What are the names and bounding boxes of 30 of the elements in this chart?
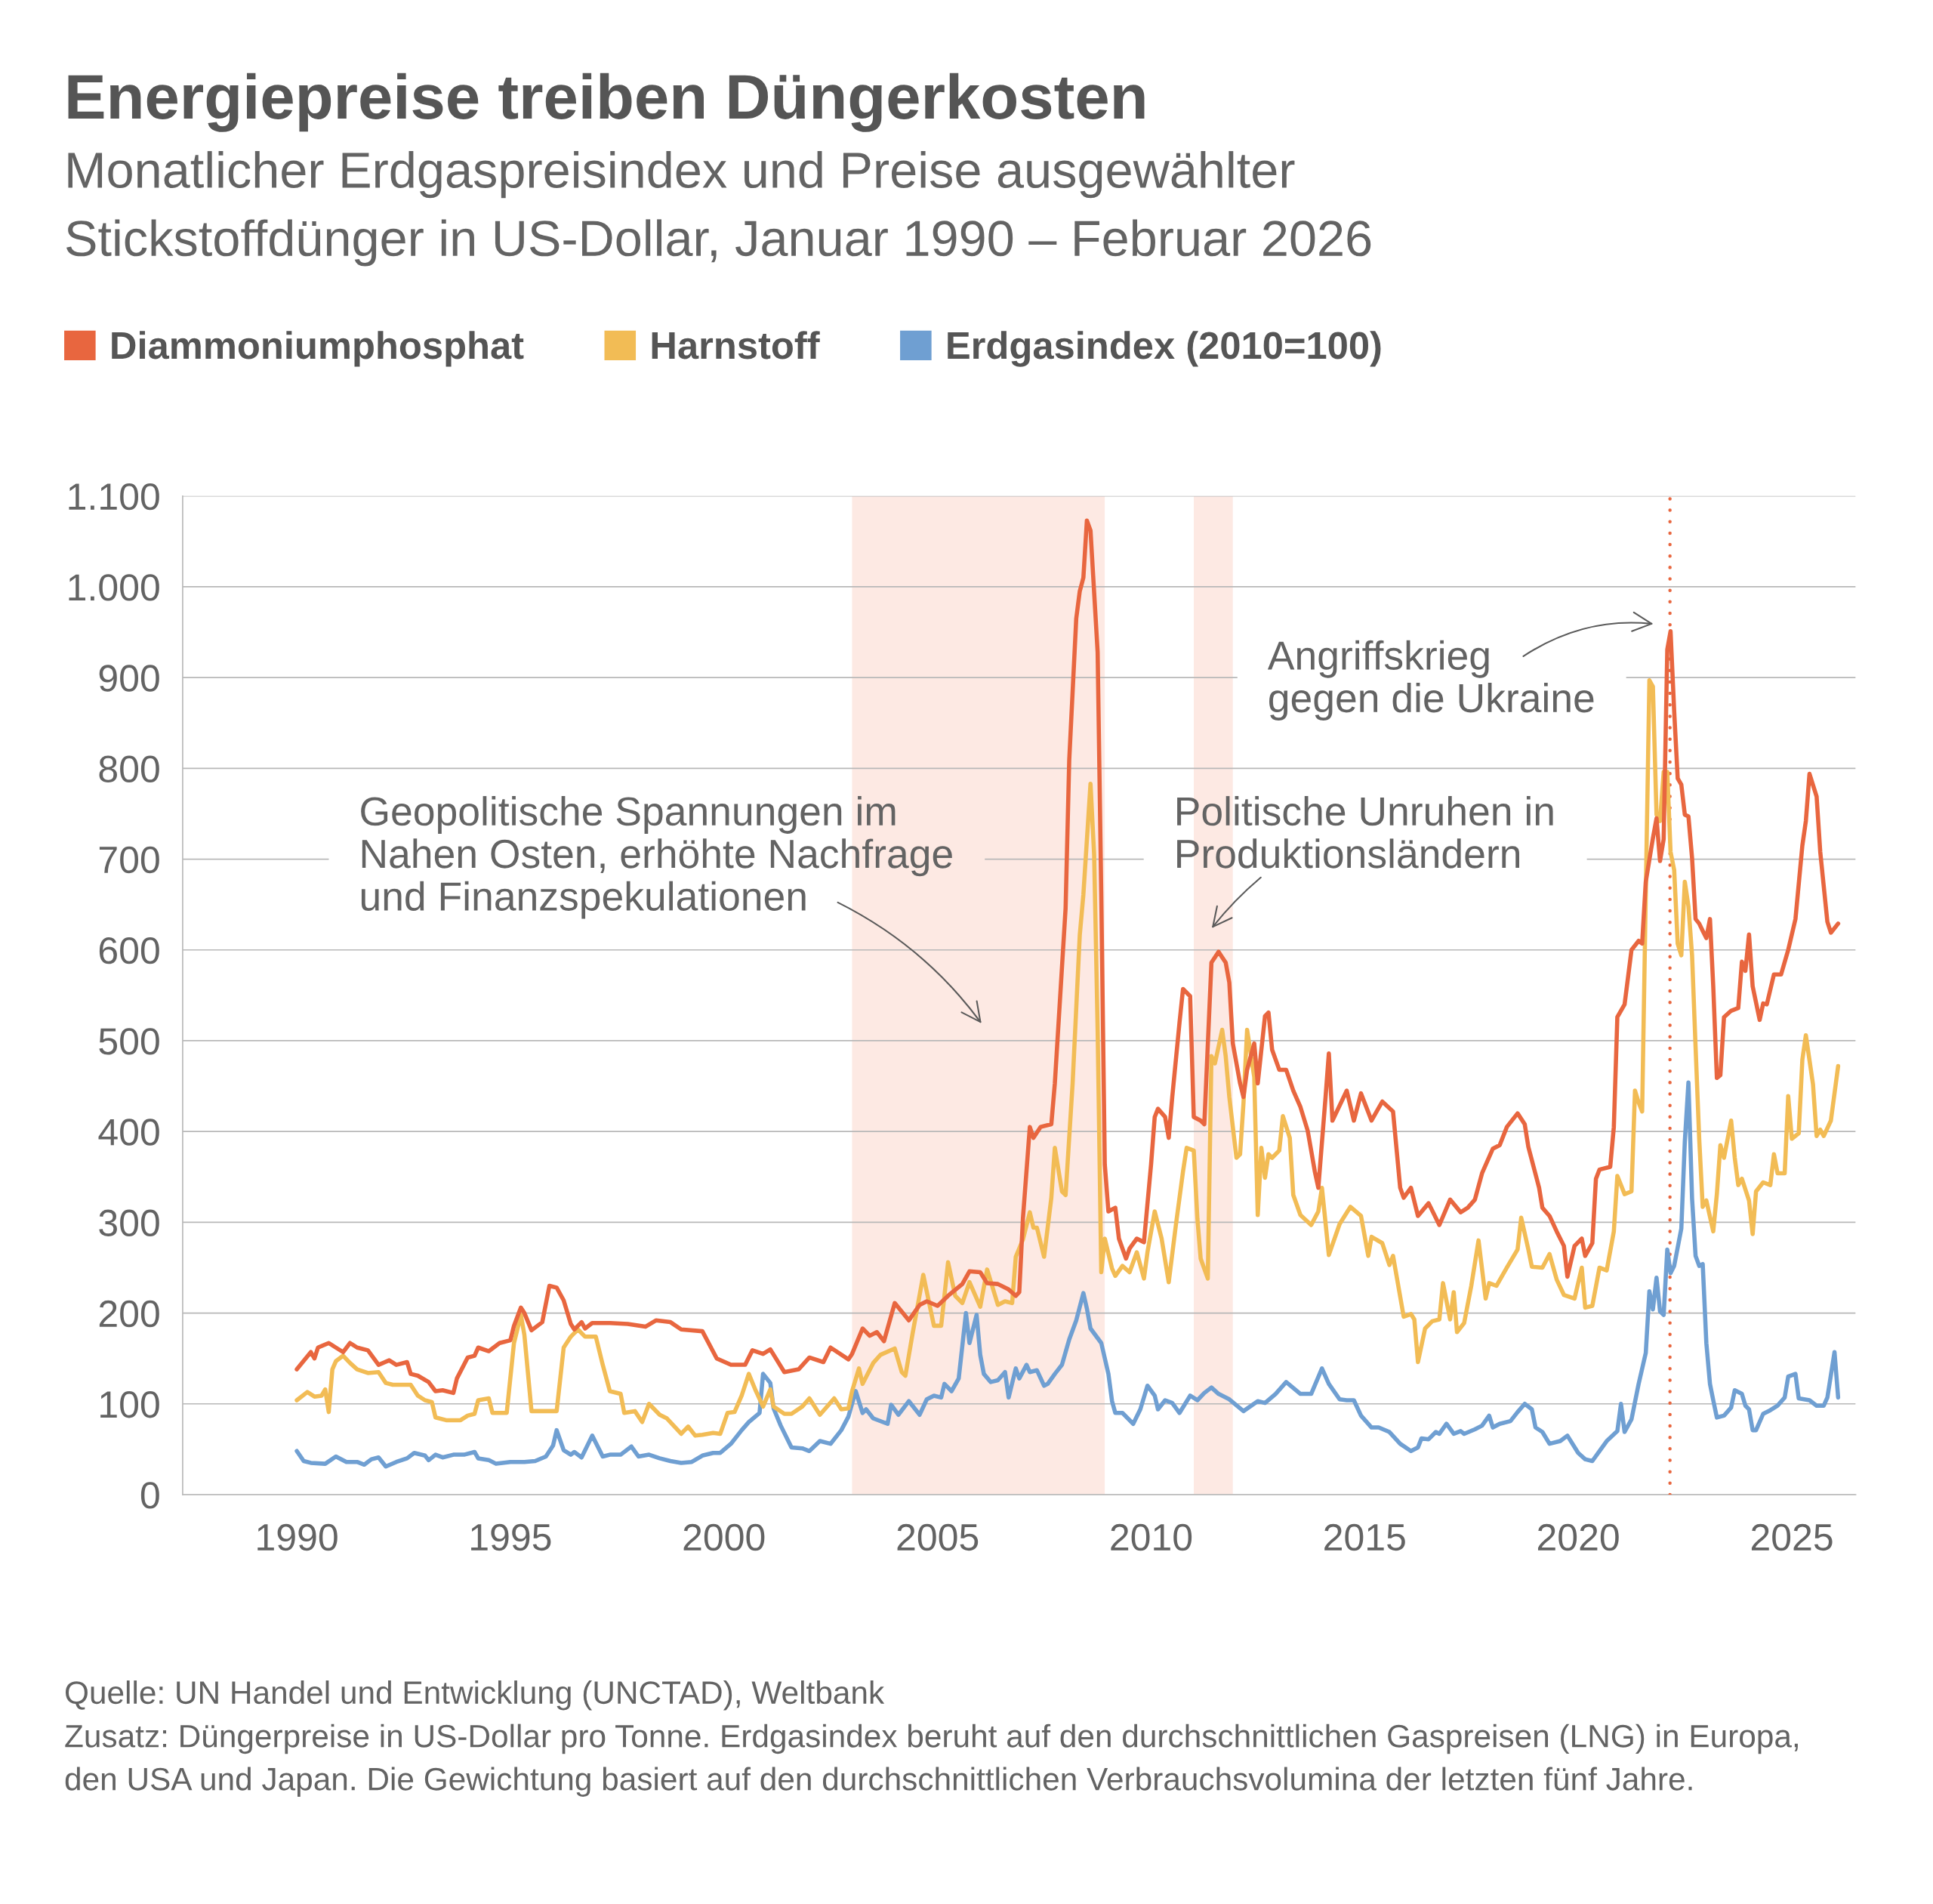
- x-tick-label: 2000: [683, 1523, 765, 1551]
- chart-subtitle: Monatlicher Erdgaspreisindex und Preise ausgewählter Stickstoffdünger in US-Dollar, Januar 1990 – Februar 2026: [66, 151, 1371, 267]
- x-tick-label: 2005: [897, 1523, 979, 1551]
- ref-line-label: Angriffskrieg gegen die Ukraine: [1267, 640, 1594, 721]
- y-tick-label: 500: [99, 1028, 159, 1055]
- band-label: Politische Unruhen in Produktionsländern: [1177, 796, 1553, 869]
- source-note: Quelle: UN Handel und Entwicklung (UNCTAD), Weltbank: [66, 1680, 885, 1711]
- text: Zusatz: Düngerpreise in US-Dollar pro Tonne. Erdgasindex beruht auf den durchschnittlichen Gaspreisen (LNG) in Europa, den USA und Japan. Die Gewichtung basiert auf den durchschnittlichen Verbrauchsvolumina der letzten fünf Jahre.: [65, 1723, 1798, 1798]
- legend-label: Erdgasindex (2010=100): [948, 331, 1381, 367]
- x-tick-label: 2010: [1111, 1523, 1192, 1551]
- y-tick-label: 300: [99, 1209, 159, 1236]
- band-label: Geopolitische Spannungen im Nahen Osten, erhöhte Nachfrage und Finanzspekulationen: [361, 796, 952, 919]
- x-tick-label: 2020: [1537, 1523, 1619, 1551]
- y-tick-label: 600: [99, 937, 159, 964]
- y-tick-label: 700: [99, 846, 159, 874]
- x-tick-label: 1995: [471, 1523, 551, 1551]
- y-tick-label: 1.100: [69, 483, 159, 511]
- y-tick-label: 800: [99, 755, 159, 782]
- chart-title: Energiepreise treiben Düngerkosten: [68, 73, 1145, 132]
- x-tick-label: 2015: [1324, 1523, 1405, 1551]
- y-tick-label: 200: [99, 1300, 159, 1328]
- y-tick-label: 1.000: [69, 574, 159, 601]
- y-tick-label: 0: [140, 1482, 159, 1509]
- x-tick-label: 2025: [1751, 1523, 1833, 1551]
- y-tick-label: 100: [100, 1390, 159, 1418]
- legend-label: Diammoniumphosphat: [112, 331, 524, 367]
- y-tick-label: 400: [98, 1119, 159, 1146]
- x-tick-label: 1990: [257, 1523, 338, 1551]
- y-tick-label: 900: [99, 665, 159, 692]
- legend-label: Harnstoff: [652, 331, 820, 360]
